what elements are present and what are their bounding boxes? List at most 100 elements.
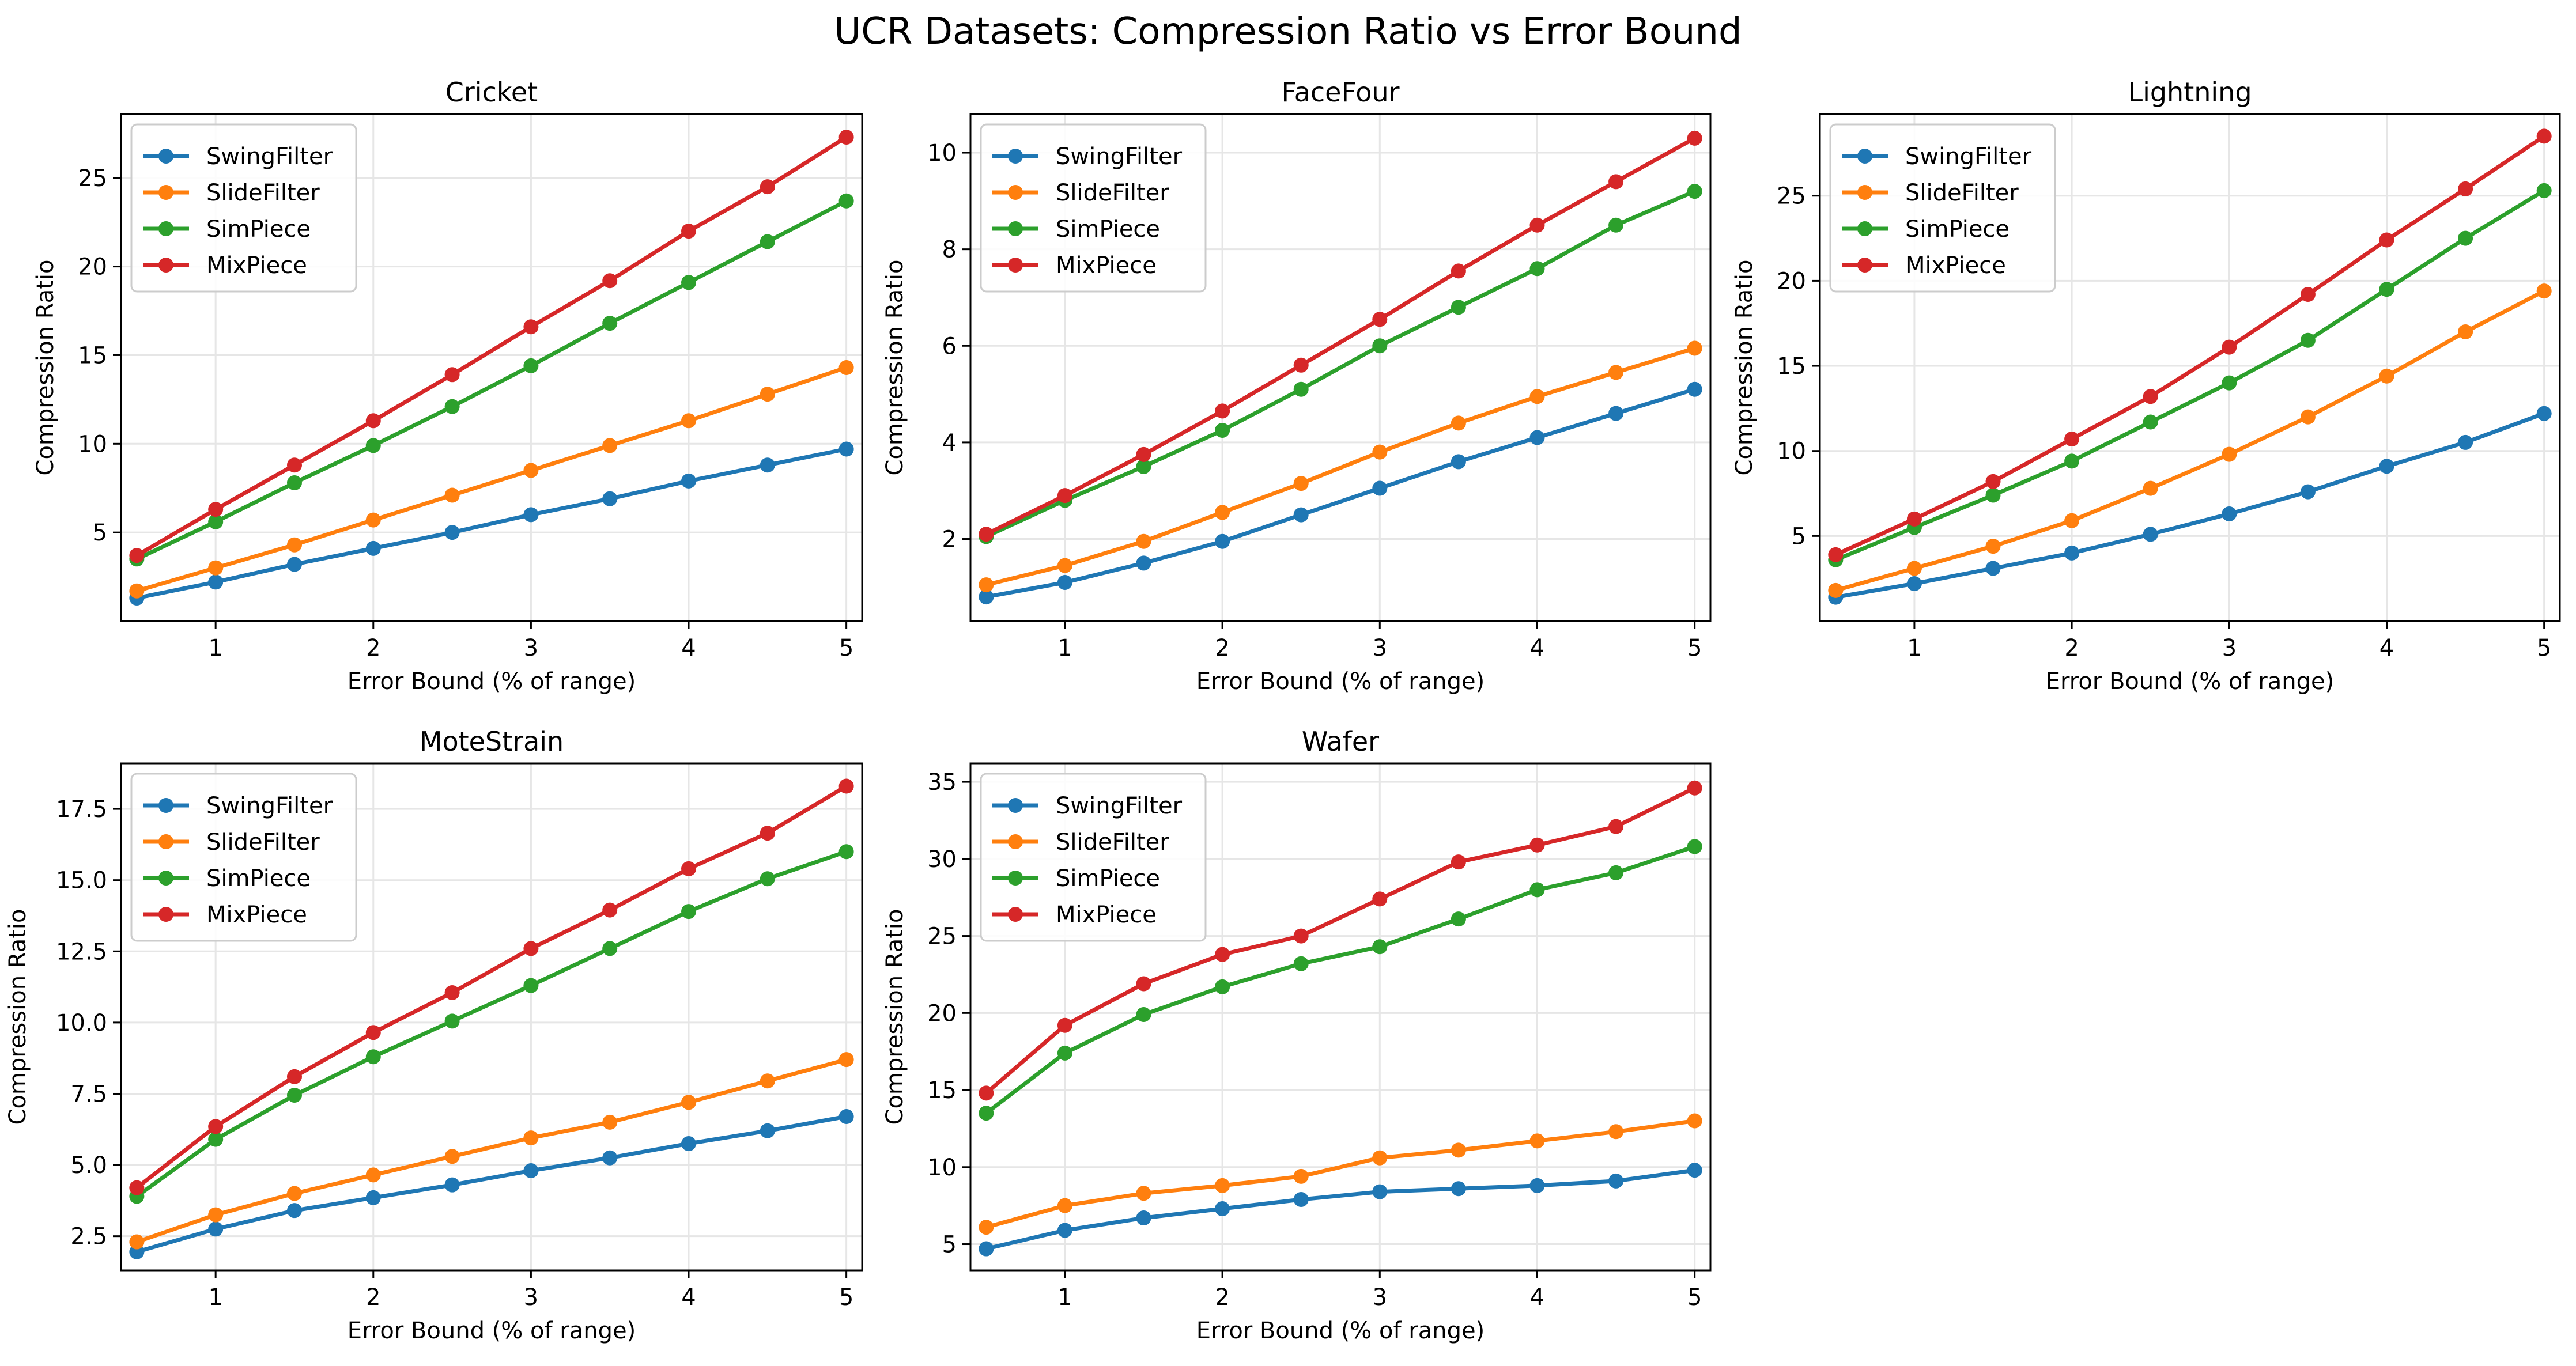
data-point bbox=[760, 1123, 775, 1138]
y-tick-label: 15 bbox=[78, 342, 107, 369]
data-point bbox=[602, 438, 618, 453]
y-tick-label: 5 bbox=[942, 1232, 957, 1258]
data-point bbox=[129, 583, 145, 599]
x-tick-label: 2 bbox=[1215, 1284, 1229, 1311]
data-point bbox=[681, 473, 697, 489]
legend-label: SimPiece bbox=[206, 865, 311, 892]
series-line-mixpiece bbox=[985, 786, 1696, 1095]
y-tick-label: 15.0 bbox=[56, 868, 107, 894]
data-point bbox=[1608, 365, 1624, 380]
data-point bbox=[979, 589, 994, 605]
data-point bbox=[1828, 582, 1844, 598]
data-point bbox=[1451, 1142, 1466, 1158]
data-point bbox=[2379, 282, 2394, 297]
chart-title: Cricket bbox=[445, 77, 538, 108]
x-tick-label: 5 bbox=[1687, 635, 1702, 661]
data-point bbox=[2458, 181, 2473, 196]
data-point bbox=[365, 438, 381, 453]
data-point bbox=[1136, 1210, 1151, 1226]
data-point bbox=[286, 1203, 302, 1219]
x-tick-label: 5 bbox=[839, 1284, 853, 1311]
data-point bbox=[760, 387, 775, 402]
series-line-simpiece bbox=[985, 189, 1696, 539]
x-axis-label: Error Bound (% of range) bbox=[1196, 1318, 1485, 1344]
x-tick-label: 2 bbox=[1215, 635, 1229, 661]
legend: SwingFilter SlideFilter SimPiece MixPiece bbox=[130, 773, 357, 942]
series-line-mixpiece bbox=[1834, 134, 2545, 557]
data-point bbox=[681, 861, 697, 876]
y-tick-label: 20 bbox=[1777, 268, 1806, 294]
data-point bbox=[1906, 511, 1922, 527]
legend-label: SimPiece bbox=[1056, 216, 1160, 243]
legend-marker bbox=[1008, 871, 1023, 886]
data-point bbox=[838, 1052, 854, 1068]
axes-frame bbox=[969, 762, 1712, 1272]
data-point bbox=[1372, 1184, 1388, 1199]
data-point bbox=[1451, 300, 1466, 315]
legend-marker bbox=[1008, 258, 1023, 273]
data-point bbox=[286, 557, 302, 572]
x-tick-label: 3 bbox=[2222, 635, 2237, 661]
series-line-mixpiece bbox=[135, 135, 848, 558]
data-point bbox=[1136, 533, 1151, 549]
legend-box bbox=[980, 773, 1207, 942]
data-point bbox=[760, 179, 775, 195]
data-point bbox=[760, 871, 775, 887]
data-point bbox=[1529, 389, 1545, 404]
series-line-swingfilter bbox=[136, 1114, 847, 1254]
data-point bbox=[1136, 976, 1151, 992]
x-tick-label: 4 bbox=[681, 635, 696, 661]
x-tick-label: 5 bbox=[1687, 1284, 1702, 1311]
data-point bbox=[681, 224, 697, 239]
data-point bbox=[760, 234, 775, 249]
data-point bbox=[602, 941, 618, 956]
chart-panel-0: 1 2 3 4 5 5 10 15 20 25 Cricket Error Bound (% of r… bbox=[32, 77, 863, 695]
data-point bbox=[208, 1221, 224, 1237]
y-tick-label: 6 bbox=[942, 333, 957, 360]
legend: SwingFilter SlideFilter SimPiece MixPiece bbox=[1829, 123, 2056, 293]
data-point bbox=[1372, 444, 1388, 460]
legend-label: SlideFilter bbox=[206, 180, 320, 206]
data-point bbox=[1608, 1173, 1624, 1189]
series-line-swingfilter bbox=[985, 1168, 1695, 1251]
legend-label: MixPiece bbox=[206, 902, 307, 928]
legend-marker bbox=[158, 834, 173, 849]
legend-label: SwingFilter bbox=[1056, 143, 1183, 170]
data-point bbox=[365, 1049, 381, 1065]
data-point bbox=[129, 1234, 145, 1250]
data-point bbox=[2458, 324, 2473, 339]
data-point bbox=[444, 487, 460, 503]
x-tick-label: 2 bbox=[366, 635, 380, 661]
data-point bbox=[1451, 911, 1466, 927]
data-point bbox=[1215, 403, 1230, 419]
data-point bbox=[1451, 415, 1466, 431]
data-point bbox=[760, 457, 775, 473]
x-tick-label: 5 bbox=[839, 635, 853, 661]
data-point bbox=[760, 826, 775, 841]
y-tick-label: 20 bbox=[927, 1000, 957, 1027]
x-axis-label: Error Bound (% of range) bbox=[348, 668, 636, 695]
data-point bbox=[1057, 1017, 1072, 1033]
data-point bbox=[286, 537, 302, 553]
data-point bbox=[838, 778, 854, 794]
y-tick-label: 7.5 bbox=[70, 1081, 107, 1107]
data-point bbox=[208, 502, 224, 517]
data-point bbox=[1057, 1198, 1072, 1213]
x-axis-label: Error Bound (% of range) bbox=[2046, 668, 2334, 695]
series-line-slidefilter bbox=[136, 365, 847, 593]
data-point bbox=[2379, 232, 2394, 248]
data-point bbox=[1529, 882, 1545, 898]
data-point bbox=[523, 358, 539, 373]
data-point bbox=[1529, 261, 1545, 277]
y-tick-label: 2.5 bbox=[70, 1224, 107, 1250]
data-point bbox=[979, 577, 994, 593]
data-point bbox=[1687, 839, 1702, 854]
data-point bbox=[208, 1132, 224, 1147]
legend-label: SimPiece bbox=[1905, 216, 2010, 243]
y-tick-label: 5.0 bbox=[70, 1152, 107, 1179]
data-point bbox=[681, 904, 697, 920]
data-point bbox=[1529, 1178, 1545, 1193]
data-point bbox=[523, 507, 539, 523]
data-point bbox=[1057, 1223, 1072, 1238]
